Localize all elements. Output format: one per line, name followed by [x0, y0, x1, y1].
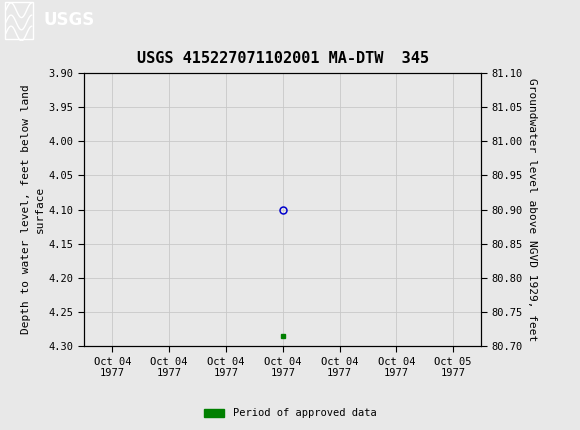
Bar	[5, 2, 33, 39]
Title: USGS 415227071102001 MA-DTW  345: USGS 415227071102001 MA-DTW 345	[137, 51, 429, 66]
Y-axis label: Depth to water level, feet below land
surface: Depth to water level, feet below land su…	[21, 85, 45, 335]
Text: USGS: USGS	[44, 12, 95, 29]
Y-axis label: Groundwater level above NGVD 1929, feet: Groundwater level above NGVD 1929, feet	[527, 78, 537, 341]
Legend: Period of approved data: Period of approved data	[200, 404, 380, 423]
